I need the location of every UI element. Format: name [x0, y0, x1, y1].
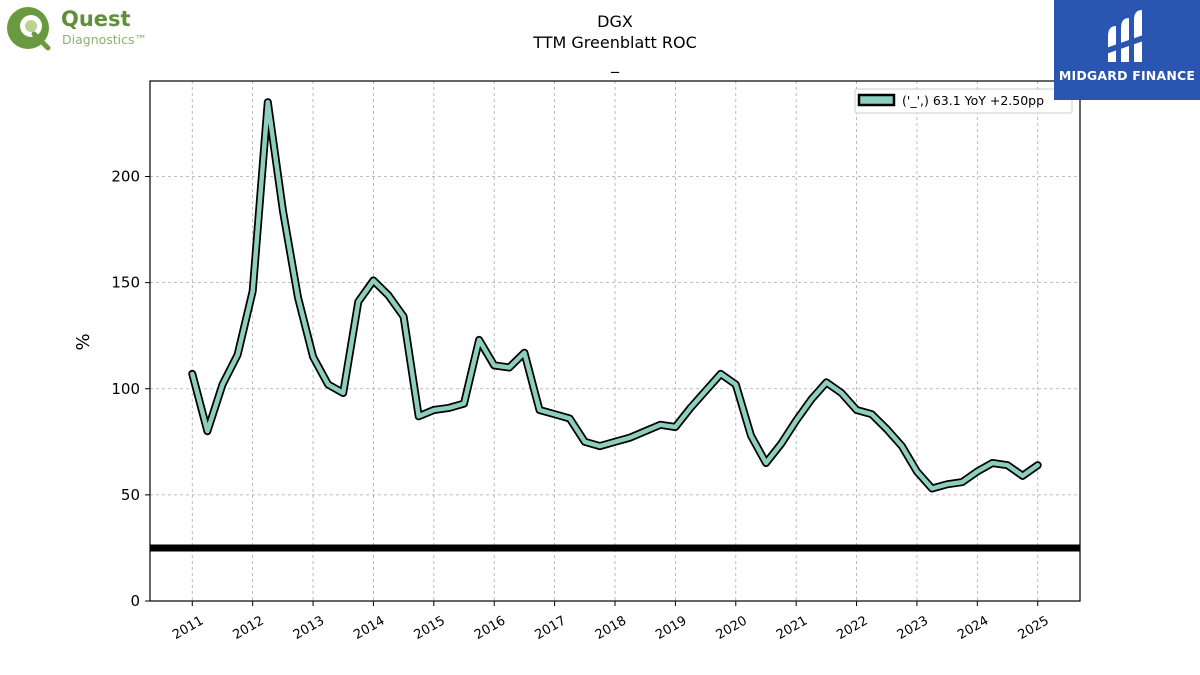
- midgard-finance-logo: MIDGARD FINANCE: [1054, 0, 1200, 100]
- x-tick-label: 2024: [955, 613, 991, 643]
- x-tick-label: 2025: [1016, 613, 1052, 643]
- x-tick-label: 2020: [714, 613, 750, 643]
- legend: ('_',) 63.1 YoY +2.50pp: [854, 88, 1073, 114]
- grid-lines: [150, 81, 1080, 601]
- chart-subtitle: TTM Greenblatt ROC: [532, 33, 697, 52]
- x-tick-label: 2015: [412, 613, 448, 643]
- y-tick-label: 150: [111, 274, 140, 292]
- quest-logo-name: Quest: [61, 7, 131, 31]
- x-tick-label: 2019: [653, 613, 689, 643]
- x-tick-label: 2022: [834, 613, 870, 643]
- x-axis: 2011 2012 2013 2014 2015 2016 2017 2018 2019 2020…: [170, 601, 1052, 643]
- y-tick-label: 100: [111, 380, 140, 398]
- quest-logo-sub: Diagnostics™: [62, 32, 148, 47]
- legend-swatch: [857, 93, 896, 107]
- x-tick-label: 2013: [291, 613, 327, 643]
- x-tick-label: 2011: [170, 613, 206, 643]
- y-tick-label: 200: [111, 168, 140, 186]
- y-tick-label: 50: [121, 486, 140, 504]
- midgard-logo-text: MIDGARD FINANCE: [1058, 68, 1196, 83]
- x-tick-label: 2016: [472, 613, 508, 643]
- quest-diagnostics-logo: Quest Diagnostics™: [4, 4, 164, 52]
- legend-box: [854, 88, 1073, 114]
- quest-logo-icon: [7, 7, 51, 51]
- x-tick-label: 2012: [231, 613, 267, 643]
- x-tick-label: 2021: [774, 613, 810, 643]
- x-tick-label: 2018: [593, 613, 629, 643]
- y-axis: 0 50 100 150 200: [111, 168, 150, 610]
- series-group: [188, 98, 1042, 493]
- chart-subtitle-2: _: [610, 54, 620, 74]
- y-tick-label: 0: [130, 592, 140, 610]
- x-tick-label: 2014: [351, 613, 387, 643]
- legend-label: ('_',) 63.1 YoY +2.50pp: [902, 93, 1044, 108]
- midgard-logo-icon: [1106, 10, 1146, 62]
- x-tick-label: 2023: [895, 613, 931, 643]
- chart-title: DGX: [597, 12, 633, 31]
- y-axis-label: %: [73, 333, 94, 350]
- x-tick-label: 2017: [532, 613, 568, 643]
